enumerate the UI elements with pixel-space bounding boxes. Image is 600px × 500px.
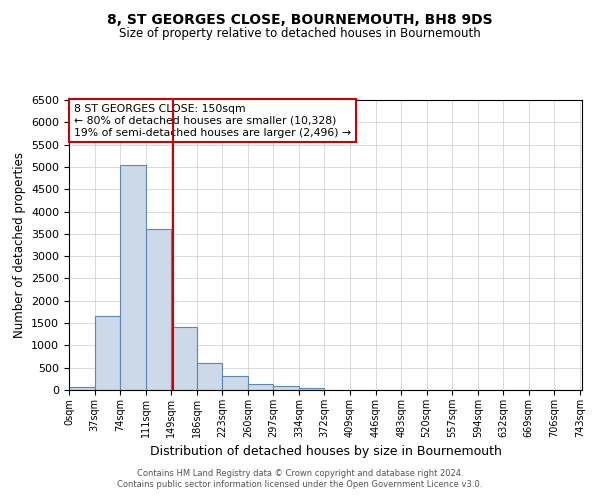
Bar: [69, 387, 95, 390]
Bar: [299, 388, 325, 390]
Y-axis label: Number of detached properties: Number of detached properties: [13, 152, 26, 338]
Bar: [95, 316, 120, 390]
Text: 8, ST GEORGES CLOSE, BOURNEMOUTH, BH8 9DS: 8, ST GEORGES CLOSE, BOURNEMOUTH, BH8 9D…: [107, 12, 493, 26]
Bar: [222, 376, 248, 390]
Bar: [248, 384, 274, 390]
Bar: [146, 230, 171, 390]
X-axis label: Distribution of detached houses by size in Bournemouth: Distribution of detached houses by size …: [149, 446, 502, 458]
Bar: [197, 362, 222, 390]
Bar: [120, 164, 146, 390]
Text: 8 ST GEORGES CLOSE: 150sqm
← 80% of detached houses are smaller (10,328)
19% of : 8 ST GEORGES CLOSE: 150sqm ← 80% of deta…: [74, 104, 351, 138]
Text: Size of property relative to detached houses in Bournemouth: Size of property relative to detached ho…: [119, 28, 481, 40]
Text: Contains HM Land Registry data © Crown copyright and database right 2024.: Contains HM Land Registry data © Crown c…: [137, 468, 463, 477]
Bar: [171, 326, 197, 390]
Bar: [274, 386, 299, 390]
Text: Contains public sector information licensed under the Open Government Licence v3: Contains public sector information licen…: [118, 480, 482, 489]
